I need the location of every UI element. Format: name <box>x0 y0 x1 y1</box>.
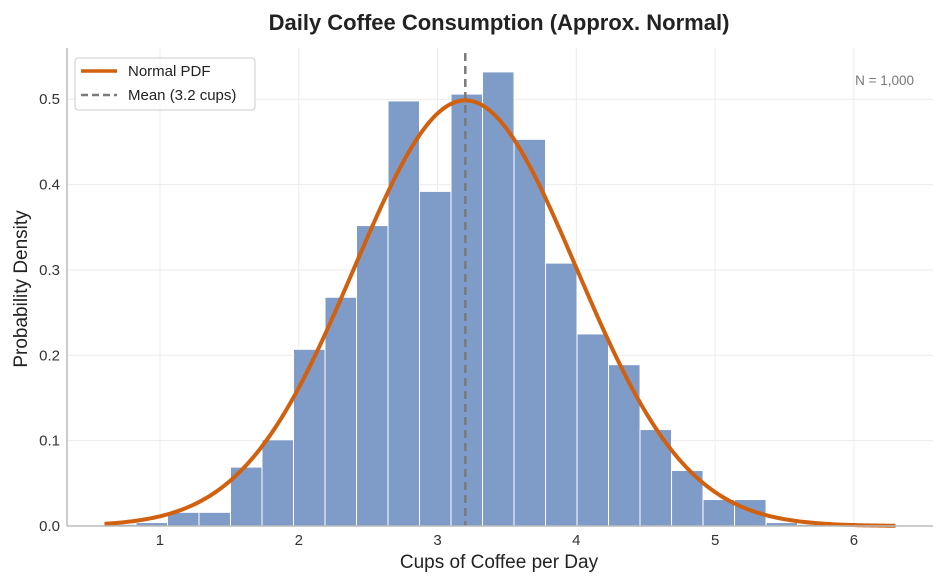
histogram-bar <box>198 511 231 527</box>
x-tick-label: 3 <box>433 532 441 549</box>
histogram-bar <box>576 333 610 527</box>
y-tick-label: 0.5 <box>39 91 60 108</box>
histogram-bar <box>482 71 515 527</box>
histogram-bar <box>324 296 357 527</box>
legend-box <box>74 57 256 111</box>
chart-title: Daily Coffee Consumption (Approx. Normal… <box>269 10 730 35</box>
histogram-bars <box>103 71 830 527</box>
x-tick-label: 4 <box>572 532 580 549</box>
x-tick-label: 1 <box>156 532 164 549</box>
histogram-bar <box>355 225 389 527</box>
histogram-bar <box>545 262 578 527</box>
histogram-bar <box>419 190 452 527</box>
histogram-bar <box>261 439 294 527</box>
pdf-curve-layer <box>104 98 896 528</box>
tick-labels: 1 2 3 4 5 6 0.0 0.1 0.2 0.3 0.4 0.5 <box>39 91 858 549</box>
pdf-curve <box>104 98 896 528</box>
legend-mean-label: Mean (3.2 cups) <box>128 87 236 104</box>
y-tick-label: 0.4 <box>39 177 60 194</box>
y-tick-label: 0.1 <box>39 433 60 450</box>
histogram-bar <box>387 100 421 527</box>
histogram-bar <box>608 364 641 527</box>
axes-layer <box>66 48 933 527</box>
legend: Normal PDF Mean (3.2 cups) <box>74 57 256 111</box>
sample-size-annotation: N = 1,000 <box>855 73 914 88</box>
y-tick-label: 0.0 <box>39 518 60 535</box>
histogram-bar <box>292 348 326 527</box>
x-tick-label: 6 <box>850 532 858 549</box>
histogram-bar <box>450 93 484 527</box>
y-axis-label: Probability Density <box>11 210 32 368</box>
y-tick-label: 0.2 <box>39 347 60 364</box>
x-axis-label: Cups of Coffee per Day <box>400 552 599 573</box>
y-tick-label: 0.3 <box>39 262 60 279</box>
legend-pdf-label: Normal PDF <box>128 63 211 80</box>
x-tick-label: 2 <box>295 532 303 549</box>
histogram-bar <box>513 138 547 527</box>
x-tick-label: 5 <box>711 532 719 549</box>
histogram-bar <box>702 499 736 527</box>
